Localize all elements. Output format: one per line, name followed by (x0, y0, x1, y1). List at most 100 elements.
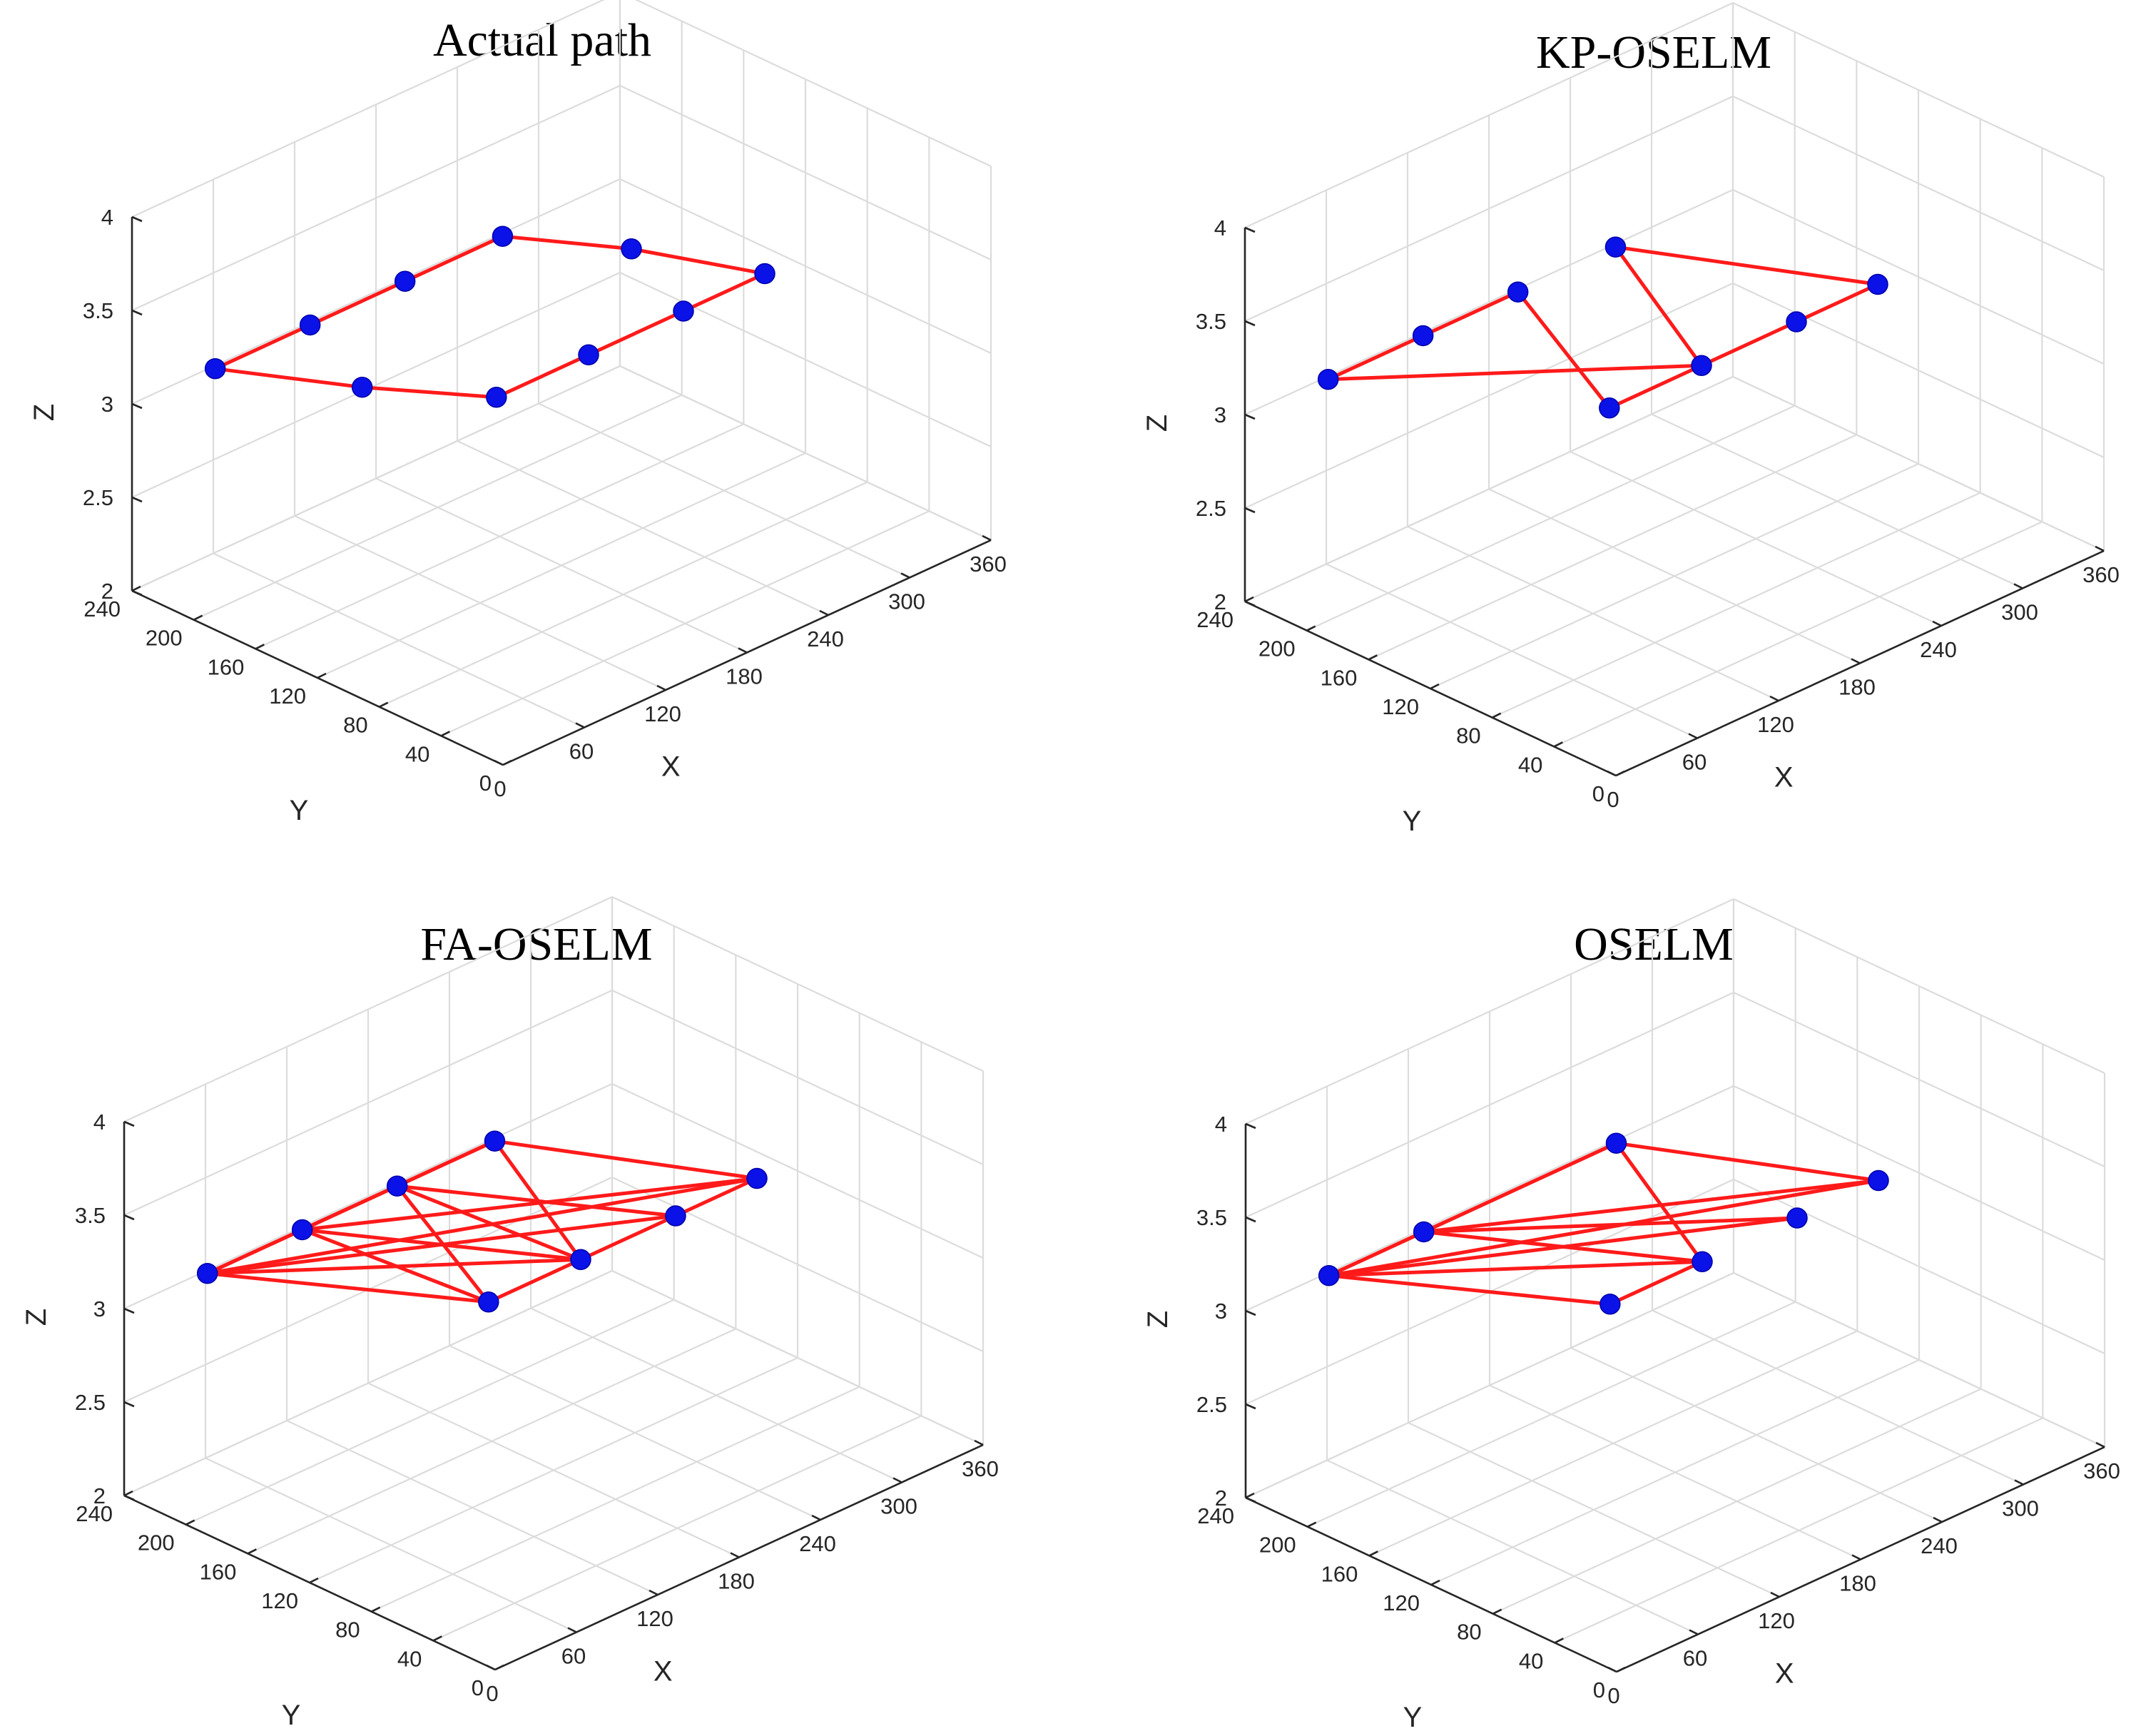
x-tick-mark (494, 759, 504, 766)
y-tick-mark (1245, 1492, 1255, 1499)
x-tick-mark (486, 1664, 496, 1671)
x-tick-label: 180 (1839, 1571, 1876, 1596)
gridline (1732, 376, 2105, 552)
gridline (1244, 96, 1734, 322)
z-tick-label: 2.5 (83, 485, 113, 510)
z-tick-mark (123, 1401, 135, 1408)
path-segment (1422, 1229, 1704, 1264)
y-tick-mark (309, 1577, 319, 1584)
gridline (1244, 283, 1734, 509)
z-tick-label: 3.5 (1196, 1205, 1227, 1230)
gridline (193, 394, 683, 621)
z-tick-mark (131, 589, 143, 597)
data-point (665, 1205, 686, 1227)
gridline (1306, 405, 1796, 631)
z-tick-mark (1244, 507, 1256, 514)
y-tick-mark (502, 759, 512, 766)
z-tick-label: 2.5 (1196, 496, 1226, 521)
y-tick-mark (255, 644, 265, 650)
z-tick-mark (1244, 226, 1256, 233)
x-tick-label: 0 (494, 776, 506, 801)
path-segment (586, 309, 686, 357)
y-tick-label: 40 (397, 1646, 422, 1671)
x-tick-mark (656, 684, 666, 691)
path-segment (213, 367, 365, 390)
path-segment (1613, 245, 1880, 287)
path-segment (1614, 1141, 1881, 1183)
z-tick-mark (1245, 1309, 1256, 1316)
x-tick-label: 60 (569, 739, 594, 764)
data-point (299, 314, 321, 336)
z-tick-label: 3.5 (1196, 309, 1226, 334)
data-point (478, 1291, 499, 1313)
data-point (351, 376, 373, 398)
x-tick-label: 0 (1607, 787, 1619, 812)
x-tick-label: 60 (1683, 1646, 1707, 1671)
gridline (131, 85, 621, 311)
chart-panel-2: KP-OSELM 0 60 120 180 240 300 360 0 40 80 120 160 200… (1141, 2, 2120, 837)
gridline (1733, 992, 2105, 1167)
y-axis-label: Y (1403, 806, 1422, 837)
path-segment (300, 1177, 759, 1232)
x-axis-label: X (1774, 762, 1794, 793)
y-tick-mark (1368, 1550, 1378, 1557)
data-point (754, 263, 775, 285)
gridline (123, 896, 613, 1122)
gridline (1245, 1272, 1734, 1498)
gridline (1554, 1417, 2043, 1644)
x-tick-mark (567, 1627, 577, 1633)
x-tick-mark (819, 609, 829, 616)
gridline (131, 0, 605, 218)
data-point (486, 387, 507, 408)
x-tick-mark (1769, 695, 1779, 702)
x-tick-mark (730, 1552, 740, 1558)
y-tick-label: 0 (479, 771, 492, 796)
y-tick-label: 240 (1196, 607, 1234, 632)
x-tick-mark (1851, 658, 1861, 664)
y-tick-mark (193, 614, 203, 621)
data-point (1600, 1294, 1621, 1315)
path-segment (673, 1177, 759, 1218)
gridline (619, 85, 992, 260)
z-tick-label: 3.5 (83, 298, 113, 323)
z-axis-label: Z (1142, 1311, 1174, 1328)
path-segment (487, 1257, 583, 1304)
path-segment (579, 1214, 678, 1262)
path-segment (1422, 1141, 1618, 1234)
x-tick-mark (1933, 1516, 1943, 1523)
x-tick-label: 180 (726, 664, 763, 689)
y-tick-label: 40 (1519, 1648, 1543, 1673)
x-tick-label: 120 (636, 1606, 673, 1631)
data-point (1604, 236, 1627, 258)
gridline (1368, 434, 1857, 661)
y-tick-label: 200 (146, 626, 183, 651)
x-tick-mark (1607, 1666, 1617, 1673)
path-segment (1327, 1259, 1704, 1278)
gridline (611, 1083, 984, 1259)
gridline (611, 1270, 984, 1446)
y-tick-mark (494, 1664, 504, 1671)
gridline (611, 896, 984, 1072)
y-tick-label: 200 (1259, 1533, 1296, 1558)
y-tick-mark (123, 1490, 133, 1497)
data-point (1412, 325, 1434, 347)
x-tick-mark (575, 722, 585, 729)
y-tick-label: 40 (1518, 752, 1542, 777)
path-segment (1422, 1179, 1881, 1234)
gridline (1733, 1085, 2105, 1261)
x-tick-label: 120 (1757, 712, 1794, 737)
path-segment (500, 234, 634, 251)
y-tick-mark (1615, 770, 1625, 777)
path-segment (1613, 245, 1704, 367)
gridline (1492, 492, 1981, 719)
gridline (619, 365, 992, 541)
x-tick-mark (738, 647, 748, 654)
path-segment (1326, 363, 1704, 382)
z-tick-label: 4 (1214, 215, 1226, 240)
z-tick-mark (123, 1120, 135, 1127)
y-tick-label: 200 (138, 1531, 175, 1555)
y-tick-label: 120 (1382, 694, 1419, 719)
path-segment (1608, 1259, 1704, 1306)
z-tick-mark (1245, 1122, 1256, 1130)
gridline (1245, 992, 1734, 1218)
